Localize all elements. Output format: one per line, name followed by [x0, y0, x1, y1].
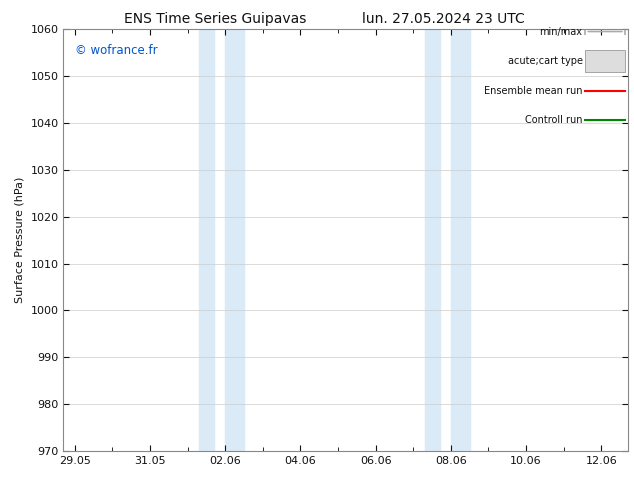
Text: Controll run: Controll run	[525, 115, 583, 125]
Y-axis label: Surface Pressure (hPa): Surface Pressure (hPa)	[15, 177, 25, 303]
Bar	[425, 29, 439, 451]
Bar	[199, 29, 214, 451]
Bar	[451, 29, 470, 451]
Text: acute;cart type: acute;cart type	[508, 56, 583, 66]
Text: min/max: min/max	[540, 26, 583, 37]
Text: Ensemble mean run: Ensemble mean run	[484, 85, 583, 96]
Text: © wofrance.fr: © wofrance.fr	[75, 44, 157, 57]
Text: ENS Time Series Guipavas: ENS Time Series Guipavas	[124, 12, 307, 26]
Text: lun. 27.05.2024 23 UTC: lun. 27.05.2024 23 UTC	[363, 12, 525, 26]
Bar	[225, 29, 244, 451]
Bar	[585, 50, 625, 72]
